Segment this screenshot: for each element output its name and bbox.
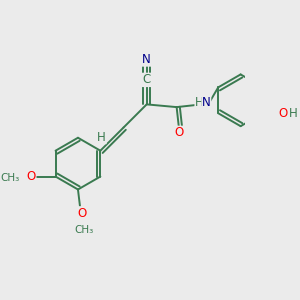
Text: H: H <box>195 96 204 109</box>
Text: O: O <box>278 107 288 120</box>
Text: O: O <box>175 126 184 140</box>
Text: O: O <box>77 207 86 220</box>
Text: H: H <box>97 130 106 144</box>
Text: CH₃: CH₃ <box>1 173 20 183</box>
Text: CH₃: CH₃ <box>74 225 94 235</box>
Text: O: O <box>27 170 36 183</box>
Text: H: H <box>289 107 297 120</box>
Text: C: C <box>142 74 151 86</box>
Text: N: N <box>142 53 151 66</box>
Text: N: N <box>202 96 211 109</box>
